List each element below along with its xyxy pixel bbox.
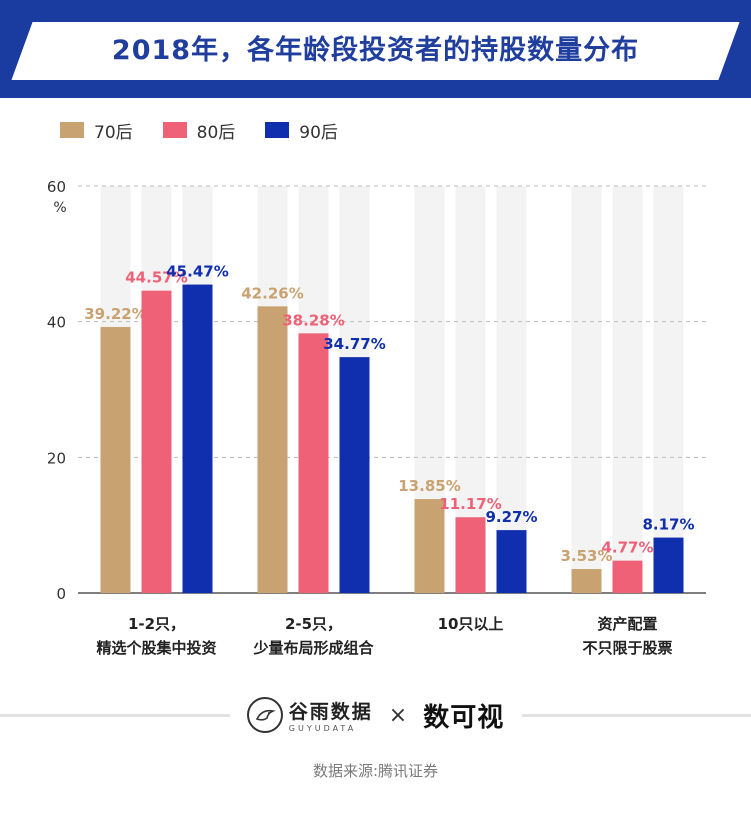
bar-value-label: 44.57%	[125, 269, 187, 287]
bar	[496, 530, 527, 593]
footer-line-left	[0, 714, 230, 717]
bar	[339, 357, 370, 593]
legend-label-80s: 80后	[196, 122, 236, 143]
brand-guyu-sub: GUYUDATA	[288, 724, 357, 733]
bar	[455, 517, 486, 593]
legend: 70后 80后 90后	[60, 118, 368, 143]
x-category-label: 2-5只，	[285, 615, 342, 633]
x-category-label: 资产配置	[597, 615, 657, 633]
bar	[100, 326, 131, 593]
background-stripe	[571, 186, 602, 593]
bar	[571, 569, 602, 593]
background-stripe	[653, 186, 684, 593]
bar-value-label: 38.28%	[282, 311, 344, 329]
bar-value-label: 4.77%	[601, 539, 653, 557]
brand-guyu: 谷雨数据 GUYUDATA × 数可视	[238, 696, 513, 734]
x-category-label: 精选个股集中投资	[96, 639, 216, 657]
background-stripe	[612, 186, 643, 593]
y-tick-label: 0	[56, 585, 66, 603]
background-stripe	[496, 186, 527, 593]
footer-line-right	[522, 714, 751, 717]
bar-value-label: 3.53%	[560, 547, 612, 565]
bar	[182, 284, 213, 593]
y-tick-label: 60	[47, 178, 66, 196]
bird-logo-icon	[246, 697, 283, 733]
y-tick-label: 20	[47, 449, 66, 467]
bar	[257, 306, 288, 593]
footer-brands: 谷雨数据 GUYUDATA × 数可视	[0, 690, 751, 740]
chart-title: 2018年，各年龄段投资者的持股数量分布	[111, 35, 640, 66]
bar-value-label: 45.47%	[166, 263, 228, 281]
legend-item-90s: 90后	[265, 118, 338, 143]
bar-value-label: 9.27%	[485, 508, 537, 526]
x-category-label: 10只以上	[438, 615, 504, 633]
legend-swatch-80s	[162, 122, 187, 138]
bar-chart: 0 20 40 60% 39.22% 44.57%45.47% 1-2只， 精选个股集中投资 4…	[47, 178, 706, 657]
collab-times-icon: ×	[388, 702, 408, 728]
bar	[414, 499, 445, 593]
bar-value-label: 34.77%	[323, 335, 385, 353]
legend-label-90s: 90后	[299, 122, 338, 143]
legend-swatch-90s	[265, 122, 290, 138]
y-unit-label: %	[53, 200, 66, 216]
bar-value-label: 39.22%	[84, 305, 146, 323]
data-source: 数据来源:腾讯证券	[312, 762, 439, 780]
bar-value-label: 42.26%	[241, 284, 303, 302]
brand-shukeshi: 数可视	[423, 702, 505, 733]
bar	[612, 560, 643, 593]
x-category-label: 1-2只，	[128, 615, 185, 633]
legend-swatch-70s	[60, 122, 84, 138]
bar-value-label: 11.17%	[439, 495, 501, 513]
legend-label-70s: 70后	[94, 122, 133, 143]
bar	[141, 290, 172, 593]
legend-item-80s: 80后	[162, 118, 236, 143]
x-category-label: 少量布局形成组合	[252, 639, 374, 657]
bar	[653, 537, 684, 593]
bar-value-label: 13.85%	[398, 477, 460, 495]
x-category-label: 不只限于股票	[582, 639, 672, 657]
bar	[298, 333, 329, 593]
legend-item-70s: 70后	[60, 118, 133, 143]
y-tick-label: 40	[47, 314, 66, 332]
bar-value-label: 8.17%	[642, 516, 694, 534]
brand-guyu-name: 谷雨数据	[288, 701, 373, 723]
